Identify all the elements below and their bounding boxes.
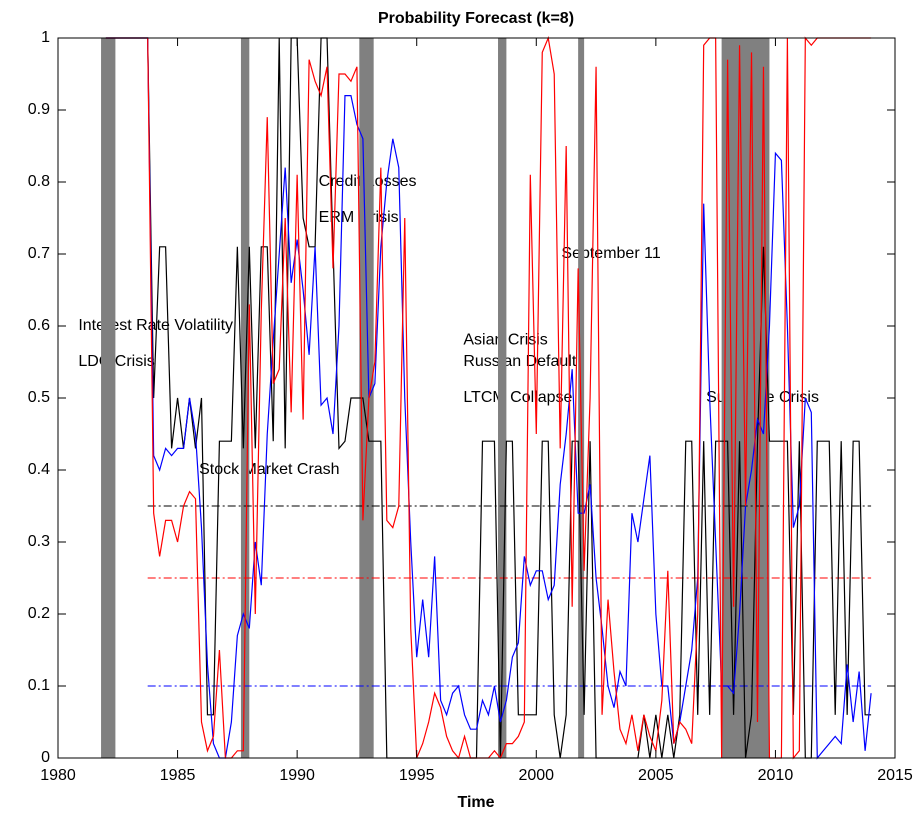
x-tick-label: 1980	[40, 767, 76, 784]
x-tick-label: 2015	[877, 767, 913, 784]
crisis-band	[101, 38, 116, 758]
x-tick-label: 1995	[399, 767, 435, 784]
crisis-band	[721, 38, 770, 758]
crisis-band	[498, 38, 507, 758]
plot-area: Interest Rate Volatility LDC Crisis Stock …	[28, 29, 913, 784]
y-tick-label: 0.9	[28, 101, 50, 118]
chart-title: Probability Forecast (k=8)	[378, 10, 574, 27]
y-tick-label: 0.6	[28, 317, 50, 334]
x-tick-label: 1990	[279, 767, 315, 784]
y-tick-label: 0.7	[28, 245, 50, 262]
y-tick-label: 0.3	[28, 533, 50, 550]
y-tick-label: 1	[41, 29, 50, 46]
series-line	[105, 37, 872, 759]
annotation: Stock Market Crash	[199, 461, 339, 478]
annotation: Interest Rate Volatility	[78, 317, 233, 334]
annotation: Russian Default	[463, 353, 577, 370]
x-tick-label: 1985	[160, 767, 196, 784]
y-tick-label: 0.2	[28, 605, 50, 622]
y-tick-label: 0.8	[28, 173, 50, 190]
y-tick-label: 0.5	[28, 389, 50, 406]
x-tick-label: 2010	[758, 767, 794, 784]
x-tick-label: 2005	[638, 767, 674, 784]
annotation: LTCM Collapse	[463, 389, 572, 406]
annotation: LDC Crisis	[78, 353, 154, 370]
y-tick-label: 0	[41, 749, 50, 766]
series-line	[105, 37, 872, 760]
x-tick-label: 2000	[518, 767, 554, 784]
annotation: September 11	[561, 245, 660, 262]
y-tick-label: 0.1	[28, 677, 50, 694]
y-tick-label: 0.4	[28, 461, 50, 478]
x-axis-label: Time	[457, 794, 494, 811]
